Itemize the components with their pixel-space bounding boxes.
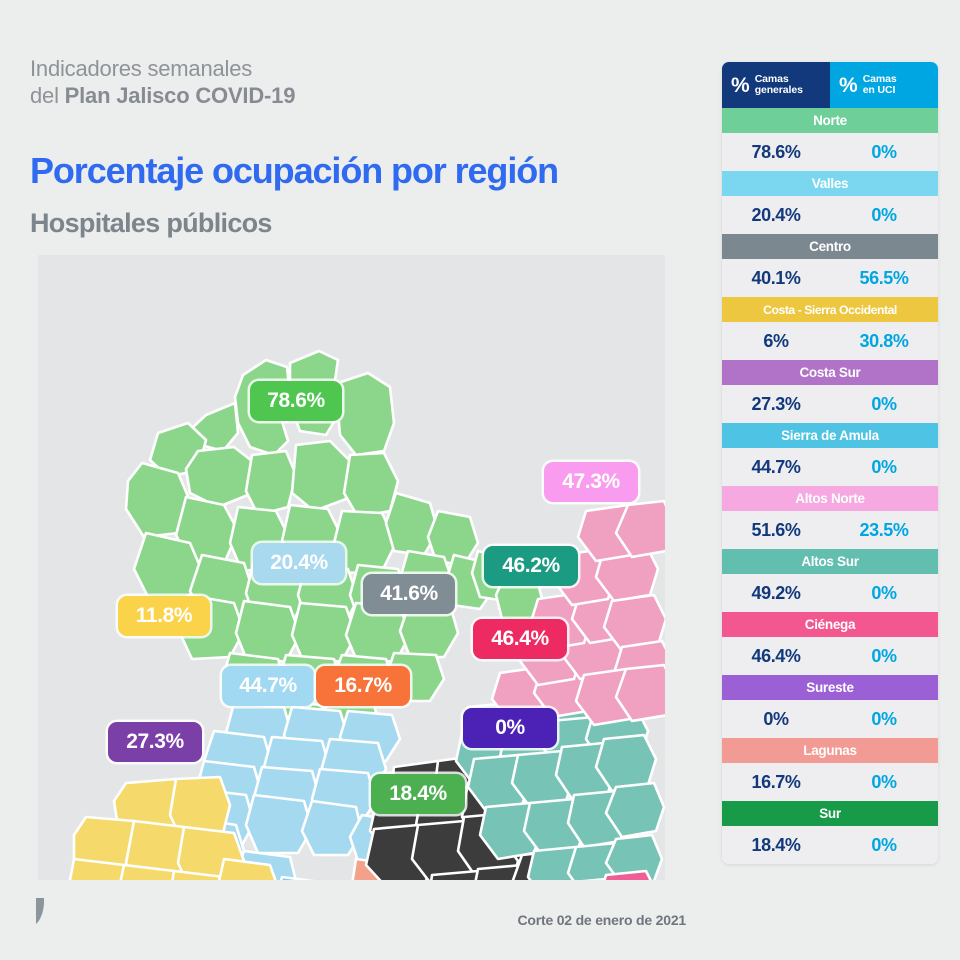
camas-uci-line2: en UCI (862, 84, 896, 96)
page-title: Porcentaje ocupación por región (30, 150, 559, 191)
table-row: 40.1% 56.5% (722, 259, 938, 297)
map-callout: 27.3% (108, 722, 202, 762)
camas-uci-value: 0% (871, 645, 897, 666)
map-callout: 11.8% (118, 596, 210, 636)
camas-generales-value: 46.4% (751, 645, 801, 666)
page-subtitle: Hospitales públicos (30, 208, 272, 238)
map-callout: 0% (463, 708, 557, 748)
percent-symbol-icon-uci: % (839, 73, 858, 97)
table-row: 16.7% 0% (722, 763, 938, 801)
camas-generales-value: 51.6% (751, 519, 801, 540)
camas-generales-value: 27.3% (751, 393, 801, 414)
map-callout: 46.4% (473, 619, 567, 659)
table-row: 20.4% 0% (722, 196, 938, 234)
camas-generales-value: 18.4% (751, 834, 801, 855)
table-row: 51.6% 23.5% (722, 511, 938, 549)
table-row: 6% 30.8% (722, 322, 938, 360)
table-row: 44.7% 0% (722, 448, 938, 486)
kicker-line-2: del Plan Jalisco COVID-19 (30, 82, 295, 109)
table-header-camas-uci: % Camas en UCI (830, 62, 938, 108)
camas-uci-value: 0% (871, 456, 897, 477)
table-body: Norte 78.6% 0% Valles 20.4% 0% Centro 40.1% 56.5… (722, 108, 938, 864)
camas-generales-value: 6% (763, 330, 789, 351)
table-header-camas-generales-label: Camas generales (754, 72, 803, 97)
camas-uci-value: 0% (871, 141, 897, 162)
kicker-line-1: Indicadores semanales (30, 56, 253, 81)
region-band: Valles (722, 171, 938, 196)
kicker-prefix: del (30, 83, 65, 108)
camas-generales-value: 44.7% (751, 456, 801, 477)
region-band: Centro (722, 234, 938, 259)
camas-generales-value: 16.7% (751, 771, 801, 792)
map-region-costa-sierra-occidental (68, 775, 277, 880)
camas-generales-line2: generales (754, 84, 803, 96)
cutoff-date-label: Corte 02 de enero de 2021 (517, 912, 686, 928)
camas-uci-value: 0% (871, 582, 897, 603)
region-band: Altos Sur (722, 549, 938, 574)
table-row: 0% 0% (722, 700, 938, 738)
camas-generales-value: 49.2% (751, 582, 801, 603)
map-panel: 78.6% 47.3% 20.4% 46.2% 41.6% 11.8% 46.4% 44.7%… (38, 255, 665, 880)
table-row: 49.2% 0% (722, 574, 938, 612)
table-row: 46.4% 0% (722, 637, 938, 675)
table-header-row: % Camas generales % Camas en UCI (722, 62, 938, 108)
map-callout: 20.4% (253, 543, 345, 583)
map-callout: 44.7% (222, 666, 314, 706)
region-band: Sur (722, 801, 938, 826)
kicker-text: Indicadores semanales del Plan Jalisco C… (30, 55, 295, 109)
camas-uci-value: 0% (871, 834, 897, 855)
region-band: Sureste (722, 675, 938, 700)
map-callout: 18.4% (371, 774, 465, 814)
table-row: 18.4% 0% (722, 826, 938, 864)
camas-uci-value: 23.5% (859, 519, 909, 540)
region-band: Norte (722, 108, 938, 133)
map-callout: 47.3% (544, 462, 638, 502)
occupancy-table: % Camas generales % Camas en UCI Norte 78… (722, 62, 938, 864)
region-band: Ciénega (722, 612, 938, 637)
map-callout: 78.6% (250, 381, 342, 421)
region-band: Lagunas (722, 738, 938, 763)
camas-generales-value: 0% (763, 708, 789, 729)
camas-generales-value: 40.1% (751, 267, 801, 288)
camas-uci-value: 0% (871, 393, 897, 414)
camas-uci-value: 0% (871, 771, 897, 792)
camas-generales-value: 78.6% (751, 141, 801, 162)
percent-symbol-icon: % (731, 73, 750, 97)
camas-uci-value: 56.5% (859, 267, 909, 288)
camas-uci-value: 0% (871, 204, 897, 225)
region-band: Costa - Sierra Occidental (722, 297, 938, 322)
map-callout: 16.7% (316, 666, 410, 706)
map-callout: 41.6% (363, 574, 455, 614)
logo-mark-icon (36, 898, 45, 924)
table-row: 78.6% 0% (722, 133, 938, 171)
map-region-cienega (581, 869, 652, 880)
region-band: Costa Sur (722, 360, 938, 385)
camas-uci-value: 0% (871, 708, 897, 729)
table-header-camas-generales: % Camas generales (722, 62, 830, 108)
camas-uci-value: 30.8% (859, 330, 909, 351)
camas-generales-value: 20.4% (751, 204, 801, 225)
table-row: 27.3% 0% (722, 385, 938, 423)
kicker-plan-name: Plan Jalisco COVID-19 (64, 83, 296, 108)
camas-uci-line1: Camas (862, 72, 897, 85)
camas-generales-line1: Camas (754, 72, 789, 85)
region-band: Altos Norte (722, 486, 938, 511)
map-callout: 46.2% (484, 546, 578, 586)
table-header-camas-uci-label: Camas en UCI (862, 72, 897, 97)
region-band: Sierra de Amula (722, 423, 938, 448)
